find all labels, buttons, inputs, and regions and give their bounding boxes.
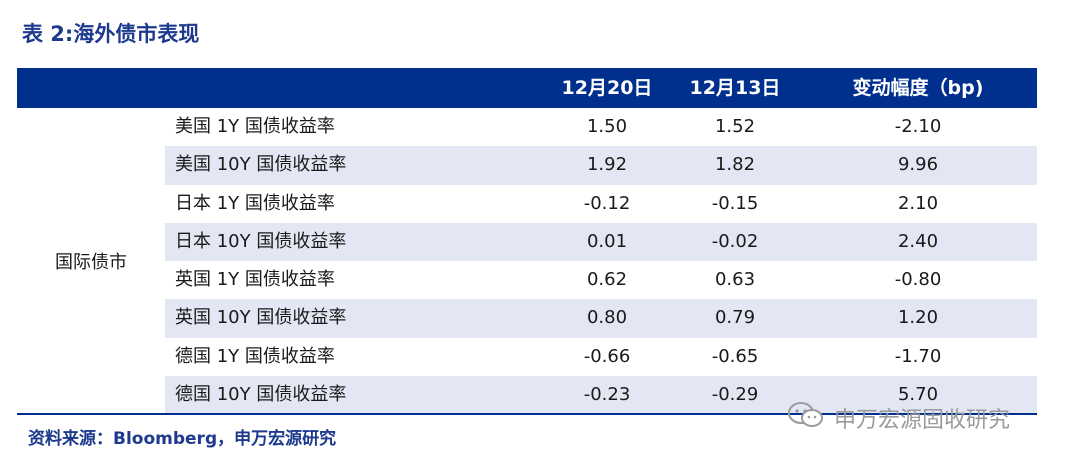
row-value-dec20: -0.66: [583, 345, 631, 367]
row-value-dec13: 0.63: [714, 269, 756, 290]
header-date-1: 12月20日: [561, 77, 653, 99]
row-value-dec20: -0.23: [583, 383, 631, 405]
table-row: 英国 1Y 国债收益率 0.62 0.63 -0.80: [165, 261, 1037, 299]
row-value-dec20: 0.80: [586, 307, 628, 329]
row-value-change: 9.96: [897, 154, 939, 176]
row-value-dec13: 1.82: [714, 154, 756, 176]
row-value-change: -2.10: [894, 116, 942, 137]
row-value-dec13: -0.29: [711, 383, 759, 405]
table-row: 美国 1Y 国债收益率 1.50 1.52 -2.10: [165, 108, 1037, 146]
row-value-change: -0.80: [894, 269, 942, 290]
table-row: 美国 10Y 国债收益率 1.92 1.82 9.96: [165, 146, 1037, 185]
table-bottom-rule: [17, 413, 1037, 415]
group-label: 国际债市: [55, 252, 127, 273]
table-title: 表 2:海外债市表现: [22, 22, 200, 46]
table-row: 日本 1Y 国债收益率 -0.12 -0.15 2.10: [165, 185, 1037, 223]
row-value-dec13: 0.79: [714, 307, 756, 329]
watermark: 申万宏源固收研究: [786, 400, 1010, 436]
row-name: 德国 10Y 国债收益率: [175, 383, 347, 405]
header-change: 变动幅度（bp): [852, 77, 984, 99]
header-date-2: 12月13日: [689, 77, 781, 99]
row-value-dec20: 1.50: [586, 116, 628, 137]
row-name: 德国 1Y 国债收益率: [175, 345, 335, 367]
table-row: 英国 10Y 国债收益率 0.80 0.79 1.20: [165, 299, 1037, 338]
row-value-dec20: 0.01: [586, 230, 628, 252]
row-name: 英国 10Y 国债收益率: [175, 307, 347, 329]
watermark-text: 申万宏源固收研究: [834, 408, 1011, 433]
row-value-dec13: 1.52: [714, 116, 756, 137]
row-value-dec13: -0.65: [711, 345, 759, 367]
row-value-dec13: -0.02: [711, 230, 759, 252]
source-note: 资料来源：Bloomberg，申万宏源研究: [28, 429, 337, 449]
row-value-change: 1.20: [897, 307, 939, 329]
row-name: 英国 1Y 国债收益率: [175, 269, 335, 290]
row-value-change: 5.70: [897, 383, 939, 405]
row-name: 美国 10Y 国债收益率: [175, 154, 347, 176]
row-value-change: -1.70: [894, 345, 942, 367]
row-name: 美国 1Y 国债收益率: [175, 116, 335, 137]
table-row: 日本 10Y 国债收益率 0.01 -0.02 2.40: [165, 222, 1037, 261]
table-row: 德国 10Y 国债收益率 -0.23 -0.29 5.70: [165, 375, 1037, 414]
wechat-icon: [786, 400, 826, 436]
row-value-dec20: 1.92: [586, 154, 628, 176]
row-name: 日本 1Y 国债收益率: [175, 192, 335, 214]
row-value-change: 2.40: [897, 230, 939, 252]
row-value-change: 2.10: [897, 192, 939, 214]
row-value-dec20: 0.62: [586, 269, 628, 290]
row-value-dec13: -0.15: [711, 192, 759, 214]
bond-table: 12月20日 12月13日 变动幅度（bp) 国际债市 美国 1Y 国债收益率 …: [17, 68, 1037, 414]
table-header: 12月20日 12月13日 变动幅度（bp): [17, 68, 1037, 108]
row-name: 日本 10Y 国债收益率: [175, 230, 347, 252]
row-value-dec20: -0.12: [583, 192, 631, 214]
table-body: 国际债市 美国 1Y 国债收益率 1.50 1.52 -2.10 美国 10Y …: [17, 108, 1037, 414]
table-row: 德国 1Y 国债收益率 -0.66 -0.65 -1.70: [165, 338, 1037, 376]
